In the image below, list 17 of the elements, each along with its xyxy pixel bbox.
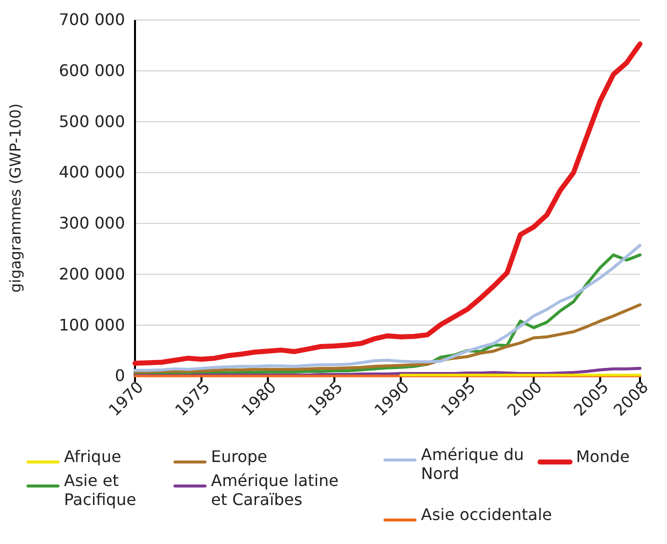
y-tick-label: 0: [114, 366, 125, 386]
y-tick-label: 100 000: [58, 315, 125, 334]
y-tick-label: 500 000: [58, 112, 125, 131]
y-tick-label: 600 000: [58, 60, 125, 80]
legend-label: Amérique du Nord: [421, 445, 524, 484]
y-tick-label: 300 000: [58, 214, 125, 233]
legend-label: Asie et Pacifique: [64, 471, 136, 510]
legend-label: Asie occidentale: [421, 505, 552, 524]
legend-label: Europe: [211, 447, 268, 466]
legend-label: Amérique latine et Caraïbes: [211, 471, 339, 510]
y-tick-label: 400 000: [58, 162, 125, 182]
y-axis-title: gigagrammes (GWP-100): [6, 103, 24, 293]
y-tick-label: 700 000: [58, 10, 125, 30]
line-series: [134, 303, 642, 374]
legend-label: Afrique: [64, 447, 122, 466]
y-tick-label: 200 000: [58, 264, 125, 284]
legend-label: Monde: [576, 447, 630, 466]
